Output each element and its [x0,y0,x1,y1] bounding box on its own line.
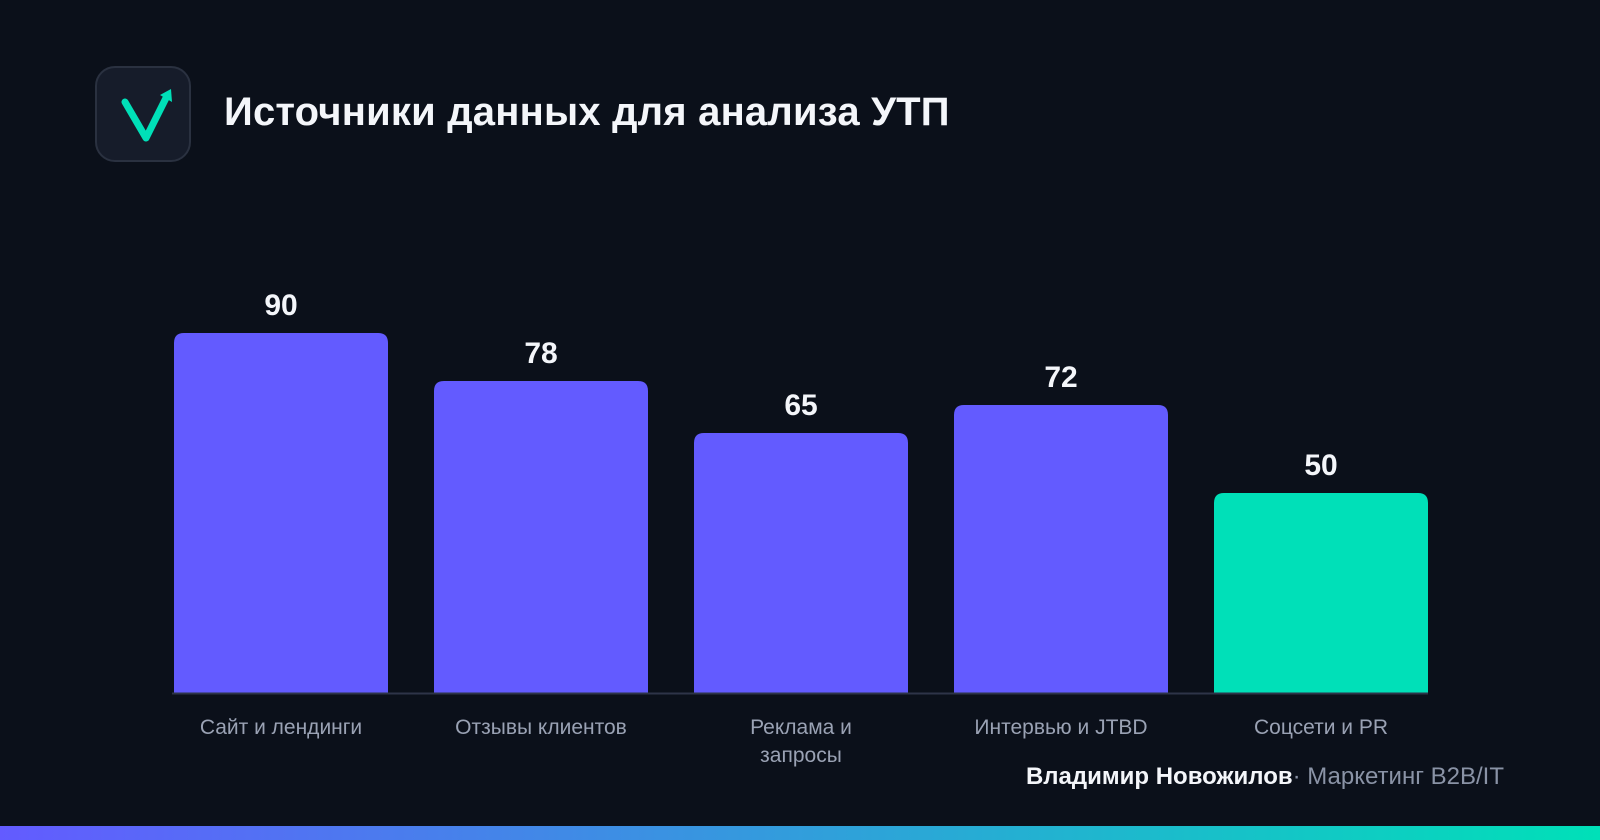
category-label: запросы [760,744,842,767]
bar [174,333,388,693]
author-name: Владимир Новожилов [1025,763,1293,790]
category-label: Отзывы клиентов [455,716,627,739]
bar [434,381,648,693]
category-label: Соцсети и PR [1254,716,1388,739]
checkmark-arrow-icon [121,89,172,142]
category-label: Интервью и JTBD [974,716,1147,739]
bar-value-label: 72 [1044,361,1077,394]
bar-chart: 90 Сайт и лендинги 78 Отзывы клиентов 65 Рекл… [172,289,1428,767]
credit: Владимир Новожилов· Маркетинг B2B/IT [1026,763,1504,791]
bar-value-label: 65 [784,389,817,422]
bar-value-label: 78 [524,337,557,370]
bottom-gradient-bar [0,826,1600,840]
bar [1214,493,1428,693]
author-role: Маркетинг B2B/IT [1300,763,1504,790]
category-label: Сайт и лендинги [200,716,362,739]
bar-value-label: 90 [264,289,297,322]
bar-value-label: 50 [1304,449,1337,482]
credit-separator: · [1292,763,1301,790]
logo [95,66,191,162]
page-title: Источники данных для анализа УТП [224,90,950,134]
bar [954,405,1168,693]
category-label: Реклама и [750,716,852,739]
bar [694,433,908,693]
